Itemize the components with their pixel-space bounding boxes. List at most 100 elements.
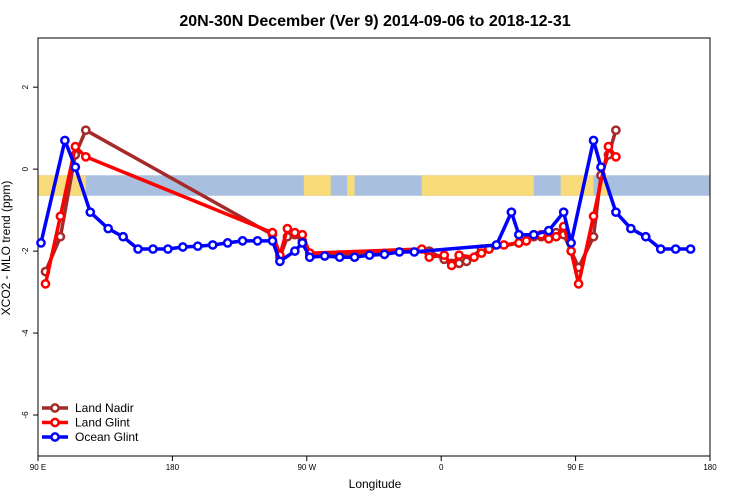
- axes: 90 E 180 90 W 0 90 E 180 2 0 -2 -4 -6: [21, 84, 717, 472]
- data-point: [207, 240, 218, 250]
- legend-label: Land Glint: [75, 416, 130, 430]
- data-point: [163, 244, 173, 254]
- x-tick-label: 0: [439, 463, 444, 472]
- data-point: [588, 211, 599, 222]
- legend-label: Ocean Glint: [75, 430, 139, 444]
- data-point: [596, 162, 606, 172]
- land-mass: [421, 175, 534, 196]
- x-axis-label: Longitude: [349, 477, 402, 491]
- data-point: [118, 231, 128, 242]
- world-map-band: [38, 175, 710, 196]
- plot-frame: [37, 37, 711, 457]
- data-point: [499, 240, 509, 250]
- legend-marker: [50, 403, 60, 413]
- land-mass: [599, 175, 607, 196]
- data-point: [543, 233, 554, 244]
- x-tick-label: 180: [703, 463, 717, 472]
- data-point: [446, 260, 457, 271]
- data-point: [40, 279, 51, 289]
- data-point: [573, 279, 584, 289]
- data-point: [626, 223, 636, 234]
- data-point: [543, 225, 554, 236]
- data-point: [148, 244, 158, 254]
- data-point: [282, 223, 293, 234]
- data-point: [80, 125, 91, 136]
- data-point: [252, 236, 263, 246]
- data-point: [514, 229, 524, 240]
- chart-title: 20N-30N December (Ver 9) 2014-09-06 to 2…: [179, 13, 570, 30]
- data-point: [566, 246, 576, 256]
- data-point: [514, 238, 524, 248]
- land-mass: [560, 175, 594, 196]
- series-line: [43, 144, 618, 286]
- legend-marker: [50, 432, 60, 442]
- x-tick-label: 180: [166, 463, 180, 472]
- x-tick-label: 90 E: [30, 463, 46, 472]
- data-point: [85, 207, 96, 218]
- data-point: [394, 247, 405, 257]
- data-point: [588, 135, 599, 146]
- data-point: [461, 256, 472, 267]
- data-point: [178, 242, 188, 252]
- data-point: [319, 251, 330, 261]
- data-point: [304, 252, 315, 263]
- y-tick-label: 0: [21, 166, 30, 171]
- data-point: [297, 229, 308, 240]
- land-mass: [347, 175, 355, 196]
- y-tick-label: -4: [21, 329, 30, 337]
- data-point: [521, 236, 532, 246]
- data-point: [454, 250, 464, 261]
- series-land-glint: [40, 141, 621, 289]
- data-point: [603, 141, 614, 152]
- data-point: [349, 252, 360, 263]
- data-point: [640, 231, 651, 242]
- data-point: [469, 252, 479, 263]
- data-point: [334, 252, 345, 263]
- legend-label: Land Nadir: [75, 401, 134, 415]
- data-point: [70, 162, 81, 172]
- data-point: [297, 238, 308, 248]
- data-point: [290, 227, 300, 238]
- y-tick-label: 2: [21, 84, 30, 89]
- data-point: [133, 244, 143, 254]
- data-point: [558, 207, 569, 218]
- data-point: [379, 249, 390, 260]
- data-point: [611, 125, 621, 136]
- data-point: [192, 241, 203, 252]
- data-point: [528, 229, 539, 240]
- data-point: [80, 151, 91, 162]
- data-point: [222, 238, 233, 248]
- series-layer: [36, 125, 696, 289]
- data-point: [60, 135, 70, 146]
- y-tick-label: -6: [21, 411, 30, 419]
- x-tick-label: 90 W: [297, 463, 316, 472]
- data-point: [237, 236, 248, 246]
- data-point: [424, 252, 435, 263]
- data-point: [267, 227, 278, 238]
- ocean-band: [38, 175, 710, 196]
- data-point: [439, 250, 450, 261]
- series-ocean-glint: [36, 135, 696, 267]
- data-point: [685, 244, 696, 254]
- data-point: [655, 244, 666, 254]
- data-point: [611, 151, 621, 162]
- data-point: [491, 240, 502, 250]
- series-line: [43, 128, 618, 273]
- data-point: [409, 247, 420, 257]
- land-mass: [303, 175, 331, 196]
- data-point: [70, 141, 81, 152]
- legend-marker: [50, 417, 60, 428]
- land-mass: [38, 175, 86, 196]
- data-point: [611, 207, 621, 218]
- data-point: [364, 250, 375, 261]
- data-point: [275, 256, 285, 267]
- data-point: [55, 211, 66, 222]
- data-point: [506, 207, 517, 218]
- data-point: [103, 223, 114, 234]
- data-point: [476, 248, 487, 258]
- data-point: [566, 238, 576, 248]
- data-point: [36, 238, 46, 248]
- data-point: [267, 236, 278, 246]
